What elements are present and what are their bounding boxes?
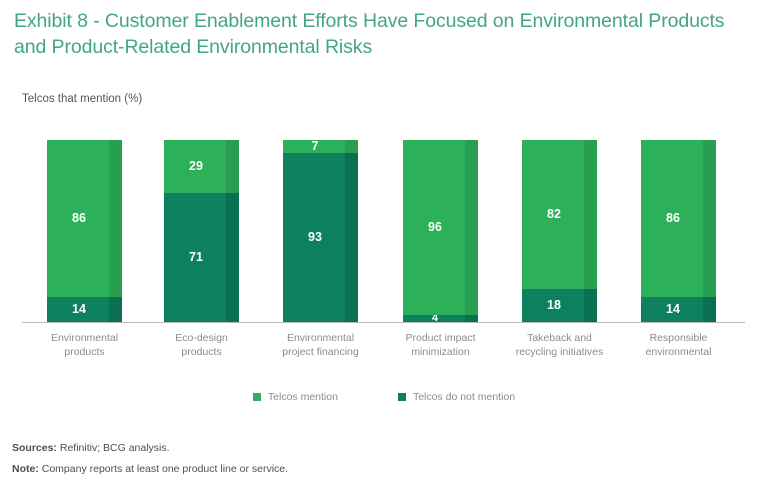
x-axis-label-line: Product impact: [405, 332, 476, 344]
footer-sources: Sources: Refinitiv; BCG analysis.: [12, 438, 752, 459]
x-axis-label-eco-design-products: Eco-design products: [142, 331, 261, 359]
stacked-bar: 96 4: [403, 140, 478, 322]
bar-segment-do-not-mention[interactable]: 14: [641, 296, 716, 322]
footer-note-label: Note:: [12, 463, 39, 475]
bar-value-label: 14: [72, 302, 86, 316]
bar-value-label: 14: [666, 302, 680, 316]
x-axis-label-line: products: [181, 346, 222, 358]
chart-legend: Telcos mention Telcos do not mention: [0, 391, 768, 403]
bar-segment-mention[interactable]: 86: [641, 140, 716, 297]
x-axis-label-line: Responsible: [649, 332, 708, 344]
x-axis-label-line: minimization: [411, 346, 470, 358]
footer-note-text: Company reports at least one product lin…: [38, 463, 289, 475]
bar-segment-mention[interactable]: 82: [522, 140, 597, 290]
x-axis-label-takeback-and-recycling-initiatives: Takeback and recycling initiatives: [500, 331, 619, 359]
bar-value-label: 4: [431, 314, 439, 322]
x-axis-label-line: project financing: [282, 346, 359, 358]
footer-sources-text: Refinitiv; BCG analysis.: [56, 442, 170, 454]
bar-value-label: 86: [666, 211, 680, 225]
legend-item-do-not-mention[interactable]: Telcos do not mention: [397, 391, 516, 403]
x-axis-label-responsible-environmental-use-of-products: Responsible environmental: [619, 331, 738, 359]
x-axis-label-line: products: [64, 346, 105, 358]
footer-note: Note: Company reports at least one produ…: [12, 459, 752, 480]
chart-footer: Sources: Refinitiv; BCG analysis. Note: …: [12, 438, 752, 480]
stacked-bar: 7 93: [283, 140, 358, 322]
x-axis-line: [22, 322, 745, 323]
bar-value-label: 82: [547, 207, 561, 222]
legend-label: Telcos mention: [267, 391, 338, 403]
x-axis-label-line: environmental: [645, 346, 712, 358]
x-axis-label-line: Environmental: [286, 332, 355, 344]
footer-sources-label: Sources:: [12, 442, 57, 454]
x-axis-label-line: recycling initiatives: [515, 346, 604, 358]
x-axis-label-environmental-project-financing: Environmental project financing: [261, 331, 380, 359]
bar-segment-do-not-mention[interactable]: 71: [164, 192, 239, 322]
x-axis-label-line: Eco-design: [175, 332, 228, 344]
bar-value-label: 86: [72, 211, 86, 225]
bar-value-label: 71: [189, 250, 203, 265]
plot-area: 86 14 29 71 7 93: [0, 130, 768, 330]
legend-item-mention[interactable]: Telcos mention: [252, 391, 338, 403]
bar-segment-mention[interactable]: 7: [283, 140, 358, 153]
legend-swatch-mention-icon: [252, 393, 261, 401]
stacked-bar: 86 14: [47, 140, 122, 322]
bar-segment-do-not-mention[interactable]: 18: [522, 289, 597, 322]
bar-value-label: 7: [311, 140, 319, 153]
bar-value-label: 96: [428, 220, 442, 235]
x-axis-label-environmental-products: Environmental products: [25, 331, 144, 359]
bar-segment-do-not-mention[interactable]: 93: [283, 152, 358, 322]
bar-group-environmental-project-financing[interactable]: 7 93: [283, 140, 358, 322]
stacked-bar: 86 14: [641, 140, 716, 322]
bar-segment-mention[interactable]: 96: [403, 140, 478, 315]
bar-segment-do-not-mention[interactable]: 14: [47, 296, 122, 322]
axis-subtitle: Telcos that mention (%): [22, 93, 143, 105]
legend-swatch-do-not-mention-icon: [397, 393, 406, 401]
bar-group-eco-design-products[interactable]: 29 71: [164, 140, 239, 322]
bar-segment-mention[interactable]: 86: [47, 140, 122, 297]
stacked-bar: 29 71: [164, 140, 239, 322]
bar-group-product-impact-minimization[interactable]: 96 4: [403, 140, 478, 322]
stacked-bar: 82 18: [522, 140, 597, 322]
bar-value-label: 18: [547, 298, 561, 313]
x-axis-label-line: Environmental: [50, 332, 119, 344]
bar-value-label: 93: [308, 230, 322, 245]
bar-segment-mention[interactable]: 29: [164, 140, 239, 193]
x-axis-label-line: Takeback and: [527, 332, 592, 344]
x-axis-label-product-impact-minimization: Product impact minimization: [381, 331, 500, 359]
bar-segment-do-not-mention[interactable]: 4: [403, 314, 478, 322]
bar-group-responsible-environmental-use-of-products[interactable]: 86 14: [641, 140, 716, 322]
bar-value-label: 29: [189, 159, 203, 174]
bar-group-takeback-and-recycling-initiatives[interactable]: 82 18: [522, 140, 597, 322]
bar-group-environmental-products[interactable]: 86 14: [47, 140, 122, 322]
page-title: Exhibit 8 - Customer Enablement Efforts …: [14, 10, 725, 58]
legend-label: Telcos do not mention: [412, 391, 516, 403]
